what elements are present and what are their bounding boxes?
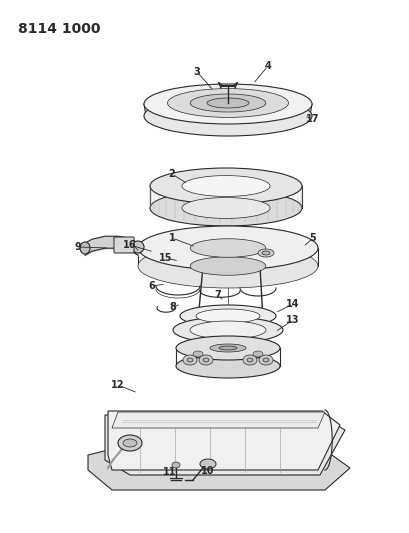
- Ellipse shape: [262, 358, 268, 362]
- Ellipse shape: [180, 305, 275, 327]
- Ellipse shape: [198, 355, 213, 365]
- Ellipse shape: [187, 358, 193, 362]
- Text: 5: 5: [309, 233, 316, 243]
- Ellipse shape: [172, 462, 180, 468]
- Ellipse shape: [150, 190, 301, 226]
- Ellipse shape: [150, 168, 301, 204]
- Ellipse shape: [123, 439, 137, 447]
- Ellipse shape: [132, 241, 144, 253]
- Ellipse shape: [138, 226, 317, 270]
- Text: 14: 14: [285, 299, 299, 309]
- Text: 17: 17: [306, 114, 319, 124]
- Ellipse shape: [189, 321, 265, 339]
- Polygon shape: [105, 415, 344, 475]
- Ellipse shape: [261, 251, 270, 255]
- Ellipse shape: [182, 175, 270, 197]
- Ellipse shape: [209, 344, 245, 352]
- Text: 11: 11: [163, 467, 176, 477]
- Text: 9: 9: [74, 242, 81, 252]
- Text: 8: 8: [169, 302, 176, 312]
- Ellipse shape: [175, 336, 279, 360]
- Ellipse shape: [207, 98, 248, 108]
- Ellipse shape: [144, 96, 311, 136]
- Ellipse shape: [190, 94, 265, 112]
- Ellipse shape: [243, 355, 256, 365]
- Text: 16: 16: [123, 240, 137, 250]
- Text: 13: 13: [285, 315, 299, 325]
- Ellipse shape: [246, 358, 252, 362]
- Text: 8114 1000: 8114 1000: [18, 22, 100, 36]
- Text: 3: 3: [193, 67, 200, 77]
- FancyBboxPatch shape: [114, 237, 134, 253]
- Ellipse shape: [200, 459, 216, 469]
- Ellipse shape: [258, 355, 272, 365]
- Text: 2: 2: [168, 169, 175, 179]
- Ellipse shape: [190, 239, 265, 257]
- Ellipse shape: [175, 354, 279, 378]
- Ellipse shape: [190, 257, 265, 275]
- Text: 7: 7: [214, 290, 221, 300]
- Polygon shape: [88, 450, 349, 490]
- Ellipse shape: [173, 317, 282, 343]
- Ellipse shape: [138, 244, 317, 288]
- Ellipse shape: [167, 88, 288, 117]
- Ellipse shape: [144, 84, 311, 124]
- Text: 15: 15: [159, 253, 172, 263]
- Polygon shape: [108, 411, 339, 470]
- Ellipse shape: [80, 242, 90, 254]
- Text: 1: 1: [168, 233, 175, 243]
- Text: 4: 4: [264, 61, 271, 71]
- Ellipse shape: [182, 355, 196, 365]
- Ellipse shape: [182, 198, 270, 219]
- Text: 6: 6: [148, 281, 155, 291]
- Ellipse shape: [193, 351, 202, 357]
- Ellipse shape: [257, 249, 273, 257]
- Ellipse shape: [196, 309, 259, 323]
- Ellipse shape: [118, 435, 142, 451]
- Text: 10: 10: [201, 466, 214, 476]
- Ellipse shape: [218, 346, 236, 350]
- Polygon shape: [112, 412, 324, 428]
- Ellipse shape: [202, 358, 209, 362]
- Text: 12: 12: [111, 380, 124, 390]
- Ellipse shape: [252, 351, 262, 357]
